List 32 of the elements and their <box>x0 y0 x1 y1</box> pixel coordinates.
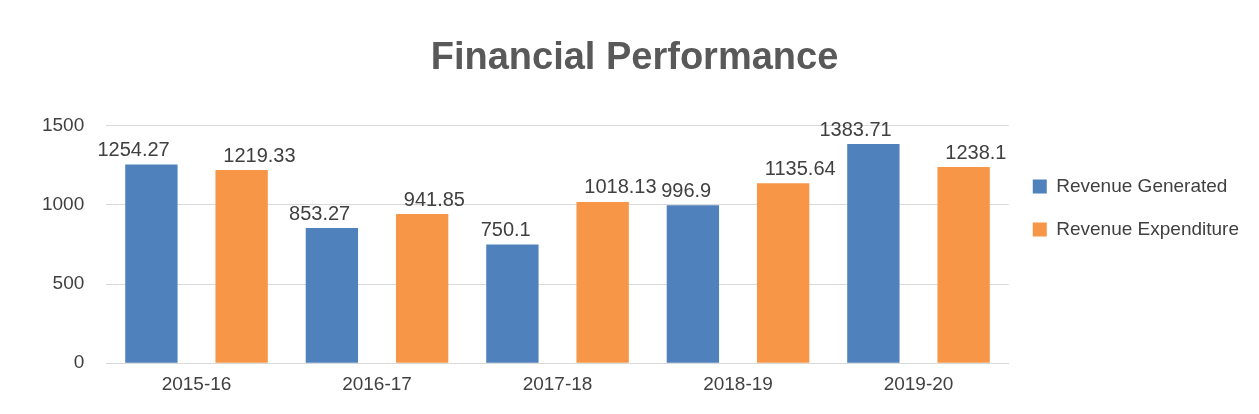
data-label: 1383.71 <box>819 117 892 140</box>
y-tick-label: 500 <box>52 272 85 294</box>
data-label: 996.9 <box>661 178 712 201</box>
bar <box>486 244 539 363</box>
data-label: 1219.33 <box>223 143 296 166</box>
chart-title: Financial Performance <box>430 35 839 78</box>
x-tick-label: 2017-18 <box>522 372 593 394</box>
bar <box>395 214 449 363</box>
y-tick-label: 1000 <box>41 193 85 215</box>
x-tick-label: 2018-19 <box>703 372 773 394</box>
bar <box>847 144 900 363</box>
data-label: 1135.64 <box>764 156 836 179</box>
data-label: 1238.1 <box>945 140 1007 163</box>
bar <box>305 228 359 363</box>
x-tick-label: 2016-17 <box>342 372 412 394</box>
data-label: 941.85 <box>403 187 465 210</box>
x-tick-label: 2015-16 <box>161 372 232 394</box>
data-label: 1254.27 <box>97 138 170 161</box>
data-label: 750.1 <box>480 217 531 240</box>
bar <box>937 167 990 363</box>
y-tick-label: 1500 <box>41 113 85 135</box>
legend-label: Revenue Expenditure <box>1056 217 1240 239</box>
x-tick-label: 2019-20 <box>883 372 954 394</box>
bar <box>215 170 268 363</box>
y-tick-label: 0 <box>73 351 85 373</box>
data-label: 1018.13 <box>584 175 657 198</box>
legend-label: Revenue Generated <box>1056 174 1228 196</box>
bar <box>125 164 178 363</box>
data-label: 853.27 <box>289 201 351 224</box>
bar <box>666 205 720 363</box>
bar <box>756 183 810 363</box>
bar <box>576 201 629 363</box>
